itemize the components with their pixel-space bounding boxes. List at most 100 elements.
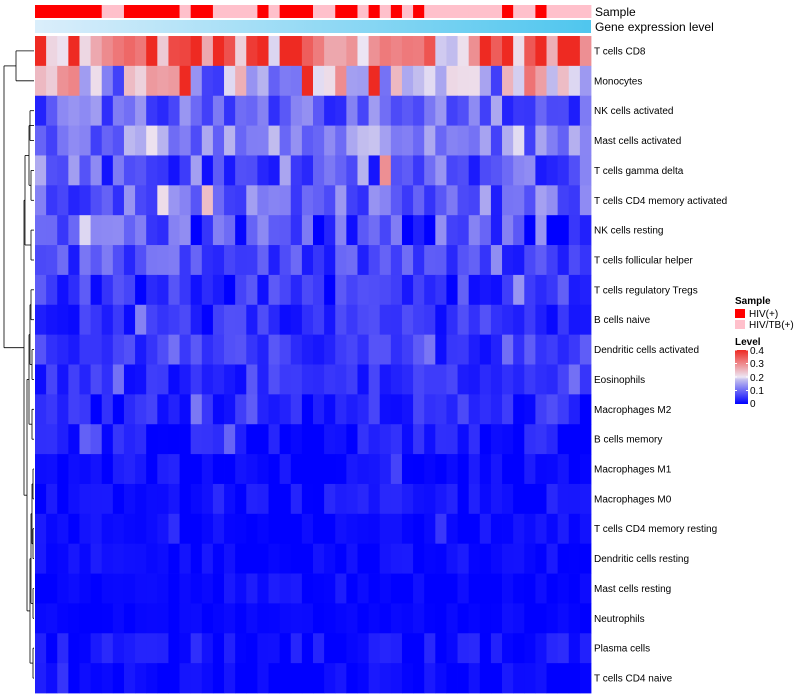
heatmap-cell bbox=[301, 364, 314, 395]
heatmap-cell bbox=[157, 65, 169, 97]
heatmap-cell bbox=[490, 394, 503, 425]
heatmap-cell bbox=[57, 424, 69, 455]
heatmap-cell bbox=[279, 543, 292, 574]
heatmap-cell bbox=[224, 65, 236, 97]
heatmap-cell bbox=[446, 454, 458, 485]
heatmap-cell bbox=[479, 454, 492, 485]
heatmap-cell bbox=[490, 36, 503, 67]
sample-bar-cell bbox=[35, 5, 47, 18]
heatmap-cell bbox=[68, 573, 80, 604]
sample-bar-cell bbox=[479, 5, 492, 18]
heatmap-cell bbox=[168, 125, 180, 156]
heatmap-cell bbox=[35, 245, 47, 276]
heatmap-cell bbox=[557, 394, 570, 425]
heatmap-cell bbox=[479, 633, 492, 664]
heatmap-cell bbox=[346, 334, 358, 365]
heatmap-cell bbox=[457, 125, 470, 156]
heatmap-cell bbox=[413, 36, 425, 67]
heatmap-cell bbox=[90, 483, 103, 515]
heatmap-cell bbox=[57, 543, 69, 574]
heatmap-cell bbox=[379, 543, 392, 574]
heatmap-cell bbox=[101, 36, 114, 67]
heatmap-cell bbox=[268, 215, 281, 246]
heatmap-cell bbox=[146, 185, 158, 216]
heatmap-cell bbox=[101, 95, 114, 126]
heatmap-cell bbox=[468, 274, 481, 306]
heatmap-cell bbox=[90, 603, 103, 634]
heatmap-cell bbox=[268, 125, 281, 156]
heatmap-cell bbox=[579, 424, 592, 455]
heatmap-cell bbox=[346, 155, 358, 186]
heatmap-cell bbox=[46, 215, 58, 246]
heatmap-cell bbox=[457, 334, 470, 365]
heatmap-cell bbox=[557, 304, 570, 336]
heatmap-cell bbox=[490, 573, 503, 604]
heatmap-cell bbox=[212, 483, 225, 515]
legend-label-hiv: HIV(+) bbox=[749, 309, 778, 320]
heatmap-cell bbox=[168, 454, 180, 485]
heatmap-cell bbox=[313, 304, 325, 336]
heatmap-cell bbox=[513, 573, 525, 604]
heatmap-cell bbox=[235, 304, 247, 336]
heatmap-cell bbox=[413, 304, 425, 336]
heatmap-cell bbox=[79, 663, 91, 694]
heatmap-cell bbox=[568, 274, 581, 306]
heatmap-cell bbox=[257, 394, 269, 425]
heatmap-cell bbox=[290, 513, 303, 545]
heatmap-cell bbox=[468, 394, 481, 425]
sample-bar-cell bbox=[179, 5, 192, 18]
heatmap-cell bbox=[379, 334, 392, 365]
heatmap-cell bbox=[446, 513, 458, 545]
heatmap-cell bbox=[201, 513, 214, 545]
sample-bar-cell bbox=[279, 5, 292, 18]
heatmap-cell bbox=[235, 274, 247, 306]
heatmap-cell bbox=[290, 65, 303, 97]
heatmap-cell bbox=[401, 543, 414, 574]
heatmap-cell bbox=[57, 633, 69, 664]
heatmap-cell bbox=[135, 334, 147, 365]
heatmap-cell bbox=[579, 663, 592, 694]
heatmap-cell bbox=[324, 65, 336, 97]
heatmap-cell bbox=[212, 36, 225, 67]
heatmap-cell bbox=[568, 304, 581, 336]
heatmap-cell bbox=[546, 155, 559, 186]
sample-bar-cell bbox=[368, 5, 381, 18]
heatmap-cell bbox=[313, 573, 325, 604]
heatmap-cell bbox=[457, 483, 470, 515]
heatmap-cell bbox=[524, 334, 536, 365]
heatmap-cell bbox=[168, 215, 180, 246]
heatmap-cell bbox=[357, 454, 369, 485]
heatmap-cell bbox=[257, 603, 269, 634]
row-label: T cells CD4 memory activated bbox=[594, 196, 727, 207]
heatmap-cell bbox=[457, 274, 470, 306]
heatmap-cell bbox=[268, 364, 281, 395]
heatmap-cell bbox=[57, 95, 69, 126]
heatmap-cell bbox=[502, 454, 514, 485]
heatmap-cell bbox=[179, 603, 192, 634]
heatmap-cell bbox=[557, 245, 570, 276]
heatmap-cell bbox=[390, 663, 403, 694]
heatmap-cell bbox=[201, 364, 214, 395]
heatmap-cell bbox=[101, 603, 114, 634]
row-label: Monocytes bbox=[594, 76, 642, 87]
heatmap-cell bbox=[335, 663, 347, 694]
heatmap-cell bbox=[457, 394, 470, 425]
heatmap-cell bbox=[90, 663, 103, 694]
heatmap-cell bbox=[235, 245, 247, 276]
sample-bar-cell bbox=[68, 5, 80, 18]
heatmap-cell bbox=[257, 334, 269, 365]
row-label: Mast cells activated bbox=[594, 136, 681, 147]
heatmap-cell bbox=[212, 364, 225, 395]
heatmap-cell bbox=[279, 513, 292, 545]
heatmap-cell bbox=[201, 543, 214, 574]
heatmap-cell bbox=[257, 483, 269, 515]
heatmap-cell bbox=[90, 65, 103, 97]
heatmap-cell bbox=[346, 185, 358, 216]
heatmap-cell bbox=[35, 543, 47, 574]
heatmap-cell bbox=[401, 215, 414, 246]
heatmap-cell bbox=[190, 245, 203, 276]
heatmap-cell bbox=[490, 125, 503, 156]
heatmap-cell bbox=[346, 125, 358, 156]
heatmap-cell bbox=[168, 304, 180, 336]
heatmap-cell bbox=[457, 543, 470, 574]
